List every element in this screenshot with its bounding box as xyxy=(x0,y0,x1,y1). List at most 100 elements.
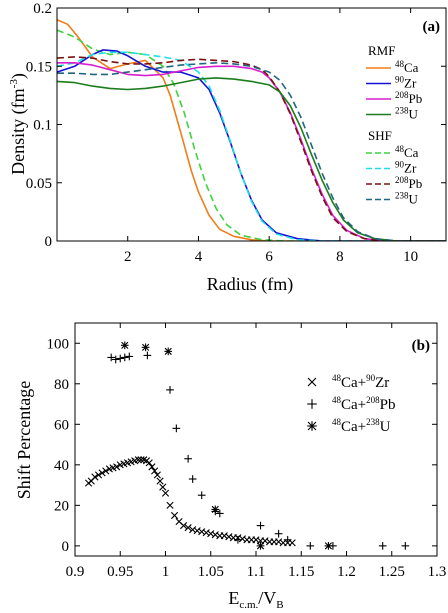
legend-b-marker-1 xyxy=(307,399,317,409)
shift-point-0-15 xyxy=(137,456,145,464)
legend-b-mass1-2: 48 xyxy=(332,417,342,427)
legend-b-el1-0: Ca+ xyxy=(341,375,366,391)
y-tick-label-a-2: 0.1 xyxy=(33,118,52,134)
shift-point-0-23 xyxy=(159,483,167,491)
shift-point-2-3 xyxy=(211,505,220,514)
legend-b-el2-2: U xyxy=(380,419,391,435)
shift-point-2-1 xyxy=(141,343,150,352)
shift-point-0-20 xyxy=(151,467,159,475)
shift-point-0-4 xyxy=(98,469,106,477)
x-axis-label-b-tail: /V xyxy=(258,588,276,608)
legend-a-element-1-0: Ca xyxy=(404,145,419,160)
legend-a-element-0-0: Ca xyxy=(404,60,419,75)
legend-a-label-1-0: 48Ca xyxy=(395,144,419,160)
legend-a-element-1-2: Pb xyxy=(409,176,423,191)
legend-a-element-0-2: Pb xyxy=(409,91,423,106)
density-curve-4 xyxy=(57,62,446,241)
shift-point-1-3 xyxy=(120,353,129,362)
shift-point-0-5 xyxy=(102,467,110,475)
y-tick-label-a-4: 0.2 xyxy=(33,1,52,17)
y-axis-label-a: Density (fm-3) xyxy=(8,73,29,175)
shift-point-1-2 xyxy=(116,354,125,363)
shift-point-1-6 xyxy=(166,386,174,394)
density-curve-6 xyxy=(57,77,446,241)
axis-ticks-a: 2 4 6 8 10 0 0.05 0.1 0.15 0.2 xyxy=(26,1,446,265)
shift-point-0-18 xyxy=(145,459,153,467)
legend-a-label-0-2: 208Pb xyxy=(395,90,422,106)
shift-point-0-44 xyxy=(252,536,260,544)
x-tick-label-b-5: 1.15 xyxy=(288,564,314,580)
x-tick-label-a-3: 8 xyxy=(336,249,344,265)
legend-a-label-1-1: 90Zr xyxy=(395,160,417,176)
density-curve-7 xyxy=(57,62,446,241)
shift-point-0-49 xyxy=(275,538,283,546)
legend-b-mass2-0: 90 xyxy=(366,373,376,383)
shift-point-1-13 xyxy=(234,535,242,544)
legend-b-label-0: 48Ca+90Zr xyxy=(332,373,389,391)
legend-a-mass-0-3: 238 xyxy=(395,106,409,116)
shift-point-1-4 xyxy=(125,352,134,361)
y-tick-label-b-2: 40 xyxy=(54,458,69,474)
y-axis-label-a-sup: -3 xyxy=(8,79,20,89)
legend-b-marker-2 xyxy=(307,421,317,431)
shift-point-0-21 xyxy=(153,471,161,479)
legend-b-mass1-0: 48 xyxy=(332,373,342,383)
shift-point-0-52 xyxy=(288,539,296,547)
x-axis-label-b-main: E xyxy=(228,588,239,608)
shift-point-0-24 xyxy=(161,489,170,497)
shift-point-0-25 xyxy=(166,501,174,509)
shift-point-1-14 xyxy=(256,521,265,530)
y-tick-label-a-1: 0.05 xyxy=(26,176,52,192)
legend-b-mass2-2: 238 xyxy=(366,417,380,427)
shift-point-0-32 xyxy=(198,528,206,536)
shift-point-1-17 xyxy=(306,542,315,550)
legend-a-mass-1-1: 90 xyxy=(395,160,405,170)
legend-a-title-1: SHF xyxy=(368,128,392,143)
legend-b-el2-1: Pb xyxy=(380,397,396,413)
shift-point-1-9 xyxy=(188,475,197,483)
shift-point-1-7 xyxy=(172,424,181,433)
legend-b-label-2: 48Ca+238U xyxy=(332,417,391,435)
y-tick-label-a-3: 0.15 xyxy=(26,59,52,75)
panel-label-b: (b) xyxy=(412,338,430,354)
x-tick-label-b-8: 1.3 xyxy=(428,564,447,580)
legend-a-label-0-1: 90Zr xyxy=(395,75,417,91)
shift-point-0-31 xyxy=(193,527,201,535)
shift-point-2-4 xyxy=(256,542,265,550)
shift-point-0-37 xyxy=(220,532,228,540)
shift-point-0-29 xyxy=(184,524,192,532)
y-axis-label-a-close: ) xyxy=(8,73,29,79)
shift-point-1-10 xyxy=(197,491,206,500)
legend-a-mass-0-2: 208 xyxy=(395,90,409,100)
legend-a-mass-0-1: 90 xyxy=(395,75,405,85)
legend-b-el2-0: Zr xyxy=(375,375,389,391)
legend-a-mass-1-2: 208 xyxy=(395,175,409,185)
y-tick-label-b-1: 20 xyxy=(54,498,69,514)
legend-a-mass-1-0: 48 xyxy=(395,144,405,154)
shift-points xyxy=(84,341,410,550)
shift-point-1-19 xyxy=(378,542,387,550)
legend-a-label-0-0: 48Ca xyxy=(395,59,419,75)
x-tick-label-a-2: 6 xyxy=(265,249,273,265)
x-tick-label-b-4: 1.1 xyxy=(247,564,266,580)
legend-a-mass-0-0: 48 xyxy=(395,59,405,69)
legend-a-element-0-3: U xyxy=(409,107,419,122)
shift-point-0-38 xyxy=(225,533,233,541)
x-tick-label-a-0: 2 xyxy=(124,249,132,265)
x-tick-label-a-1: 4 xyxy=(195,249,203,265)
x-axis-label-b: Ec.m./VB xyxy=(228,588,283,611)
shift-point-2-0 xyxy=(120,341,129,350)
density-curve-3 xyxy=(57,51,446,241)
x-tick-label-b-2: 1 xyxy=(162,564,170,580)
x-tick-label-b-7: 1.25 xyxy=(379,564,405,580)
density-curve-5 xyxy=(57,56,446,241)
legend-b-el1-1: Ca+ xyxy=(341,397,366,413)
x-axis-label-b-sub2: B xyxy=(276,599,283,611)
y-tick-label-b-3: 60 xyxy=(54,417,69,433)
shift-point-1-0 xyxy=(107,353,116,362)
legend-a-element-1-1: Zr xyxy=(404,161,417,176)
x-axis-label-b-sub: c.m. xyxy=(239,599,258,611)
density-curve-1 xyxy=(57,29,446,241)
legend-a-mass-1-3: 238 xyxy=(395,191,409,201)
